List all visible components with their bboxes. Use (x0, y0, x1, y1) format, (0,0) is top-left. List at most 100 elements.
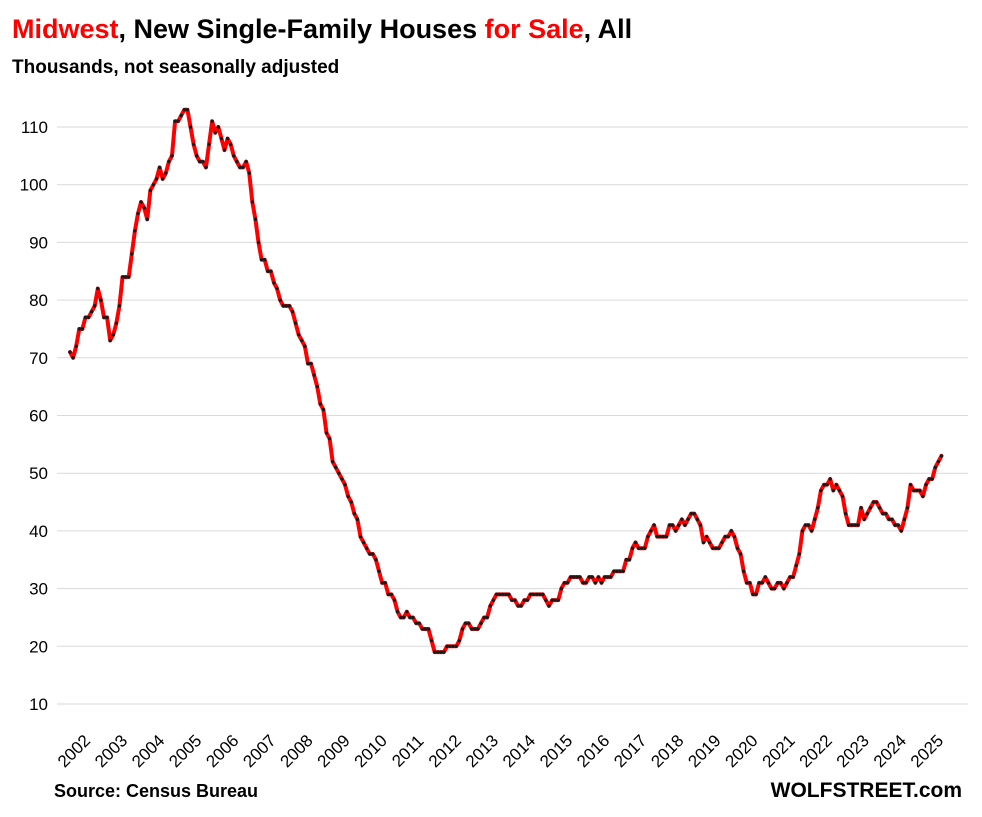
data-point (698, 523, 703, 527)
data-point (754, 592, 758, 597)
y-tick-label: 10 (29, 695, 48, 714)
data-point (334, 465, 338, 470)
chart-subtitle: Thousands, not seasonally adjusted (12, 57, 340, 78)
data-point (497, 592, 502, 597)
data-point (488, 604, 492, 608)
data-point (476, 627, 480, 631)
data-point (389, 592, 394, 597)
data-point (695, 517, 700, 522)
data-point (235, 159, 239, 164)
data-point (191, 142, 196, 147)
data-point (544, 598, 548, 602)
x-tick-label: 2018 (647, 731, 687, 771)
data-point (615, 569, 619, 573)
data-point (139, 200, 143, 204)
data-point (108, 338, 112, 343)
data-point (380, 581, 384, 585)
data-point (300, 338, 304, 343)
data-point (195, 154, 199, 158)
data-point (330, 459, 335, 464)
data-point (531, 592, 536, 597)
data-point (741, 569, 746, 573)
x-tick-label: 2008 (277, 731, 317, 771)
data-point (661, 534, 666, 539)
y-tick-label: 70 (29, 349, 48, 368)
data-point (748, 581, 752, 585)
data-point (306, 361, 310, 366)
data-point (670, 523, 675, 527)
data-point (93, 304, 97, 308)
title-region: Midwest (12, 14, 119, 44)
data-point (337, 471, 341, 475)
data-point (120, 275, 125, 279)
data-point (485, 615, 489, 620)
data-point (859, 506, 863, 510)
data-point (253, 217, 258, 222)
x-tick-label: 2004 (128, 731, 168, 771)
data-point (77, 327, 81, 331)
data-point (840, 494, 845, 498)
data-point (213, 131, 217, 135)
data-point (609, 575, 613, 579)
data-point (757, 581, 761, 585)
data-point (281, 304, 285, 308)
data-point (707, 540, 712, 545)
data-point (825, 483, 829, 487)
data-point (763, 575, 768, 579)
x-tick-label: 2025 (907, 731, 947, 771)
data-point (423, 627, 428, 631)
data-point (241, 165, 245, 170)
data-point (173, 119, 177, 123)
data-point (837, 488, 842, 493)
data-point (89, 309, 94, 314)
data-point (680, 517, 684, 522)
data-point (729, 529, 734, 533)
x-tick-label: 2016 (573, 731, 613, 771)
data-point (198, 159, 202, 164)
y-tick-label: 110 (21, 118, 48, 137)
data-point (145, 217, 149, 222)
x-tick-label: 2022 (796, 731, 836, 771)
data-point (779, 581, 783, 585)
data-point (312, 373, 316, 377)
data-point (819, 488, 823, 493)
data-point (247, 171, 251, 175)
brand-watermark[interactable]: WOLFSTREET.com (770, 779, 962, 802)
data-point (204, 165, 208, 170)
data-point (782, 586, 786, 591)
data-point (374, 558, 378, 562)
data-point (398, 615, 403, 620)
source-note: Source: Census Bureau (54, 781, 259, 801)
data-point (105, 315, 109, 320)
y-tick-label: 60 (29, 407, 48, 426)
data-point (664, 534, 669, 539)
data-point (831, 488, 835, 493)
title-middle: , New Single-Family Houses (118, 14, 485, 44)
data-point (494, 592, 499, 597)
data-point (915, 488, 919, 493)
data-point (720, 540, 724, 545)
data-point (899, 529, 903, 533)
data-point (581, 581, 585, 585)
data-point (371, 552, 375, 556)
x-tick-label: 2010 (351, 731, 391, 771)
data-point (507, 592, 511, 597)
data-point (655, 534, 659, 539)
data-point (386, 592, 390, 597)
x-tick-label: 2020 (722, 731, 762, 771)
data-point (222, 148, 227, 152)
data-point (513, 598, 517, 602)
data-point (256, 240, 261, 245)
data-point (460, 627, 465, 631)
data-point (908, 483, 913, 487)
data-point (473, 627, 477, 631)
data-point (442, 650, 446, 654)
data-point (216, 125, 221, 129)
data-point (68, 350, 72, 354)
chart-title: Midwest, New Single-Family Houses for Sa… (12, 14, 632, 45)
data-point (547, 604, 551, 608)
data-point (936, 459, 941, 464)
data-point (466, 621, 471, 625)
data-point (151, 183, 156, 187)
data-point (550, 598, 554, 602)
